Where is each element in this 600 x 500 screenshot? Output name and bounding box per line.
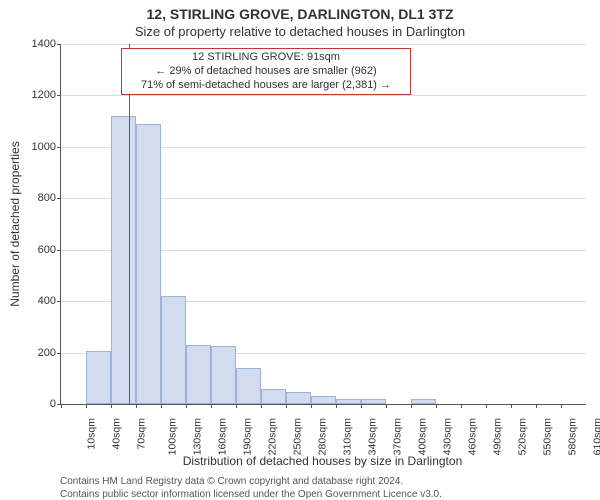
x-tick-label: 220sqm [266,418,278,455]
x-tick-label: 250sqm [291,418,303,455]
x-tick-label: 340sqm [366,418,378,455]
x-tick-label: 190sqm [241,418,253,455]
x-tick-label: 580sqm [566,418,578,455]
annotation-box: 12 STIRLING GROVE: 91sqm← 29% of detache… [121,48,411,95]
x-tick-label: 550sqm [541,418,553,455]
chart-subtitle: Size of property relative to detached ho… [0,24,600,39]
histogram-bar [161,296,186,404]
y-tick-label: 1400 [6,38,56,50]
histogram-bar [111,116,136,404]
y-tick-label: 1200 [6,89,56,101]
y-tick-label: 0 [6,398,56,410]
reference-line [129,44,130,404]
x-tick-label: 280sqm [316,418,328,455]
y-tick-label: 1000 [6,141,56,153]
chart-title: 12, STIRLING GROVE, DARLINGTON, DL1 3TZ [0,6,600,22]
x-tick-label: 130sqm [191,418,203,455]
histogram-bar [336,399,361,404]
x-tick-label: 520sqm [516,418,528,455]
histogram-bar [361,399,386,404]
x-tick-label: 160sqm [216,418,228,455]
y-axis-label: Number of detached properties [8,0,22,224]
x-tick-label: 430sqm [441,418,453,455]
histogram-bar [136,124,161,404]
x-tick-label: 370sqm [391,418,403,455]
x-tick-label: 40sqm [111,418,123,450]
histogram-bar [211,346,236,404]
x-tick-label: 310sqm [341,418,353,455]
histogram-bar [411,399,436,404]
x-tick-label: 70sqm [136,418,148,450]
x-tick-label: 10sqm [86,418,98,450]
histogram-bar [311,396,336,404]
plot-area: 12 STIRLING GROVE: 91sqm← 29% of detache… [60,44,586,405]
credits: Contains HM Land Registry data © Crown c… [60,476,585,500]
x-axis-label: Distribution of detached houses by size … [60,454,585,468]
y-tick-label: 400 [6,295,56,307]
x-tick-label: 400sqm [416,418,428,455]
y-tick-label: 800 [6,192,56,204]
histogram-bar [186,345,211,404]
y-tick-label: 200 [6,347,56,359]
x-tick-label: 100sqm [166,418,178,455]
x-tick-label: 490sqm [491,418,503,455]
y-tick-label: 600 [6,244,56,256]
chart-container: { "chart": { "type": "histogram", "title… [0,0,600,500]
x-tick-label: 610sqm [591,418,600,455]
histogram-bar [261,389,286,404]
histogram-bar [86,351,111,404]
histogram-bar [286,392,311,404]
histogram-bar [236,368,261,404]
x-tick-label: 460sqm [466,418,478,455]
